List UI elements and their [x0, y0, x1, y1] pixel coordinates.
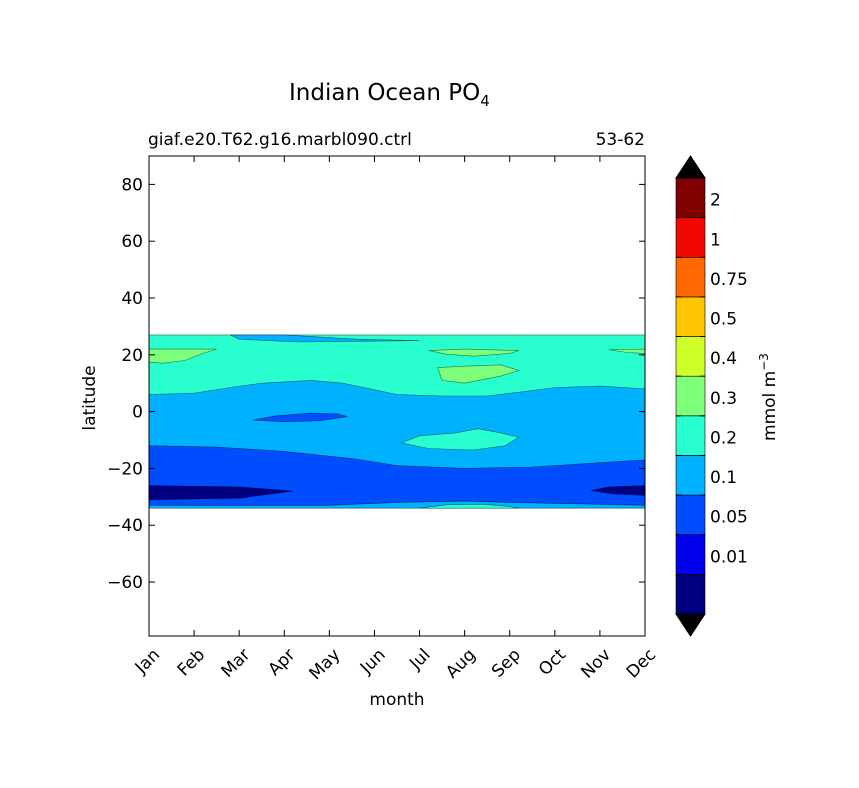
x-tick-label: May: [306, 645, 345, 684]
colorbar-tick-label: 0.5: [710, 310, 737, 330]
colorbar-segment: [675, 296, 706, 337]
colorbar-segment: [675, 217, 706, 258]
y-tick-label: −40: [107, 516, 143, 536]
strip-top: [230, 334, 420, 343]
x-tick-label: Aug: [442, 645, 480, 683]
patch-0.05-0.1-equator: [252, 412, 348, 423]
x-tick-label: Jun: [356, 645, 390, 679]
colorbar-tick-label: 0.3: [710, 389, 737, 409]
patch-0.01-0.05-west: [149, 485, 294, 501]
colorbar-tick-label: 0.01: [710, 547, 748, 567]
colorbar-segment: [675, 534, 706, 575]
x-tick-label: Apr: [264, 645, 299, 680]
patch-0.2-0.3-south: [400, 428, 520, 451]
y-tick-label: −60: [107, 573, 143, 593]
x-tick-label: Nov: [577, 645, 615, 683]
y-tick-label: −20: [107, 459, 143, 479]
plot-area: [148, 155, 646, 637]
colorbar-label: mmol m−3: [757, 353, 780, 441]
colorbar-segment: [675, 177, 706, 218]
colorbar-tick-label: 2: [710, 191, 721, 211]
patch-0.3-0.4-aug: [437, 364, 520, 384]
colorbar-segment: [675, 336, 706, 377]
band-0.2-0.3-north: [149, 334, 645, 397]
patch-0.01-0.05-east: [590, 485, 645, 496]
colorbar-segment: [675, 415, 706, 456]
x-tick-label: Mar: [218, 645, 255, 682]
colorbar-tick-label: 0.2: [710, 428, 737, 448]
colorbar-tick-label: 0.1: [710, 468, 737, 488]
colorbar: 2 1 0.75 0.5 0.4 0.3 0.2 0.1 0.05 0.01: [675, 155, 748, 637]
y-tick-label: 80: [121, 175, 143, 195]
x-tick-label: Dec: [623, 645, 660, 682]
colorbar-tick-label: 1: [710, 230, 721, 250]
x-tick-label: Jan: [131, 645, 164, 678]
x-tick-label: Sep: [488, 645, 525, 682]
patch-0.3-0.4-west: [149, 348, 217, 364]
colorbar-segment: [675, 574, 706, 615]
contour-fills: [149, 334, 645, 509]
years-label: 53-62: [596, 130, 645, 150]
colorbar-segment: [675, 256, 706, 298]
colorbar-segment: [675, 375, 706, 417]
colorbar-extend-under: [675, 613, 706, 637]
patch-0.3-0.4-east: [608, 348, 645, 354]
colorbar-tick-label: 0.75: [710, 270, 748, 290]
y-axis: 80 60 40 20 0 −20 −40 −60: [107, 175, 645, 593]
patch-0.3-0.4-jul: [428, 348, 519, 357]
strip-bottom: [149, 500, 645, 509]
strip-bottom-0.2-0.3: [419, 503, 519, 509]
y-tick-label: 60: [121, 232, 143, 252]
y-tick-label: 40: [121, 289, 143, 309]
x-tick-label: Oct: [535, 645, 570, 680]
colorbar-segment: [675, 455, 706, 496]
x-tick-label: Jul: [405, 645, 434, 674]
chart-title: Indian Ocean PO4: [289, 80, 490, 110]
y-tick-label: 0: [132, 403, 143, 423]
colorbar-tick-label: 0.05: [710, 508, 748, 528]
colorbar-extend-over: [675, 155, 706, 179]
colorbar-segment: [675, 494, 706, 536]
y-tick-label: 20: [121, 346, 143, 366]
case-label: giaf.e20.T62.g16.marbl090.ctrl: [148, 130, 412, 150]
x-tick-label: Feb: [174, 645, 209, 680]
y-axis-label: latitude: [80, 365, 100, 430]
colorbar-tick-label: 0.4: [710, 349, 737, 369]
x-axis-label: month: [369, 690, 424, 710]
plot-frame: [148, 155, 646, 637]
